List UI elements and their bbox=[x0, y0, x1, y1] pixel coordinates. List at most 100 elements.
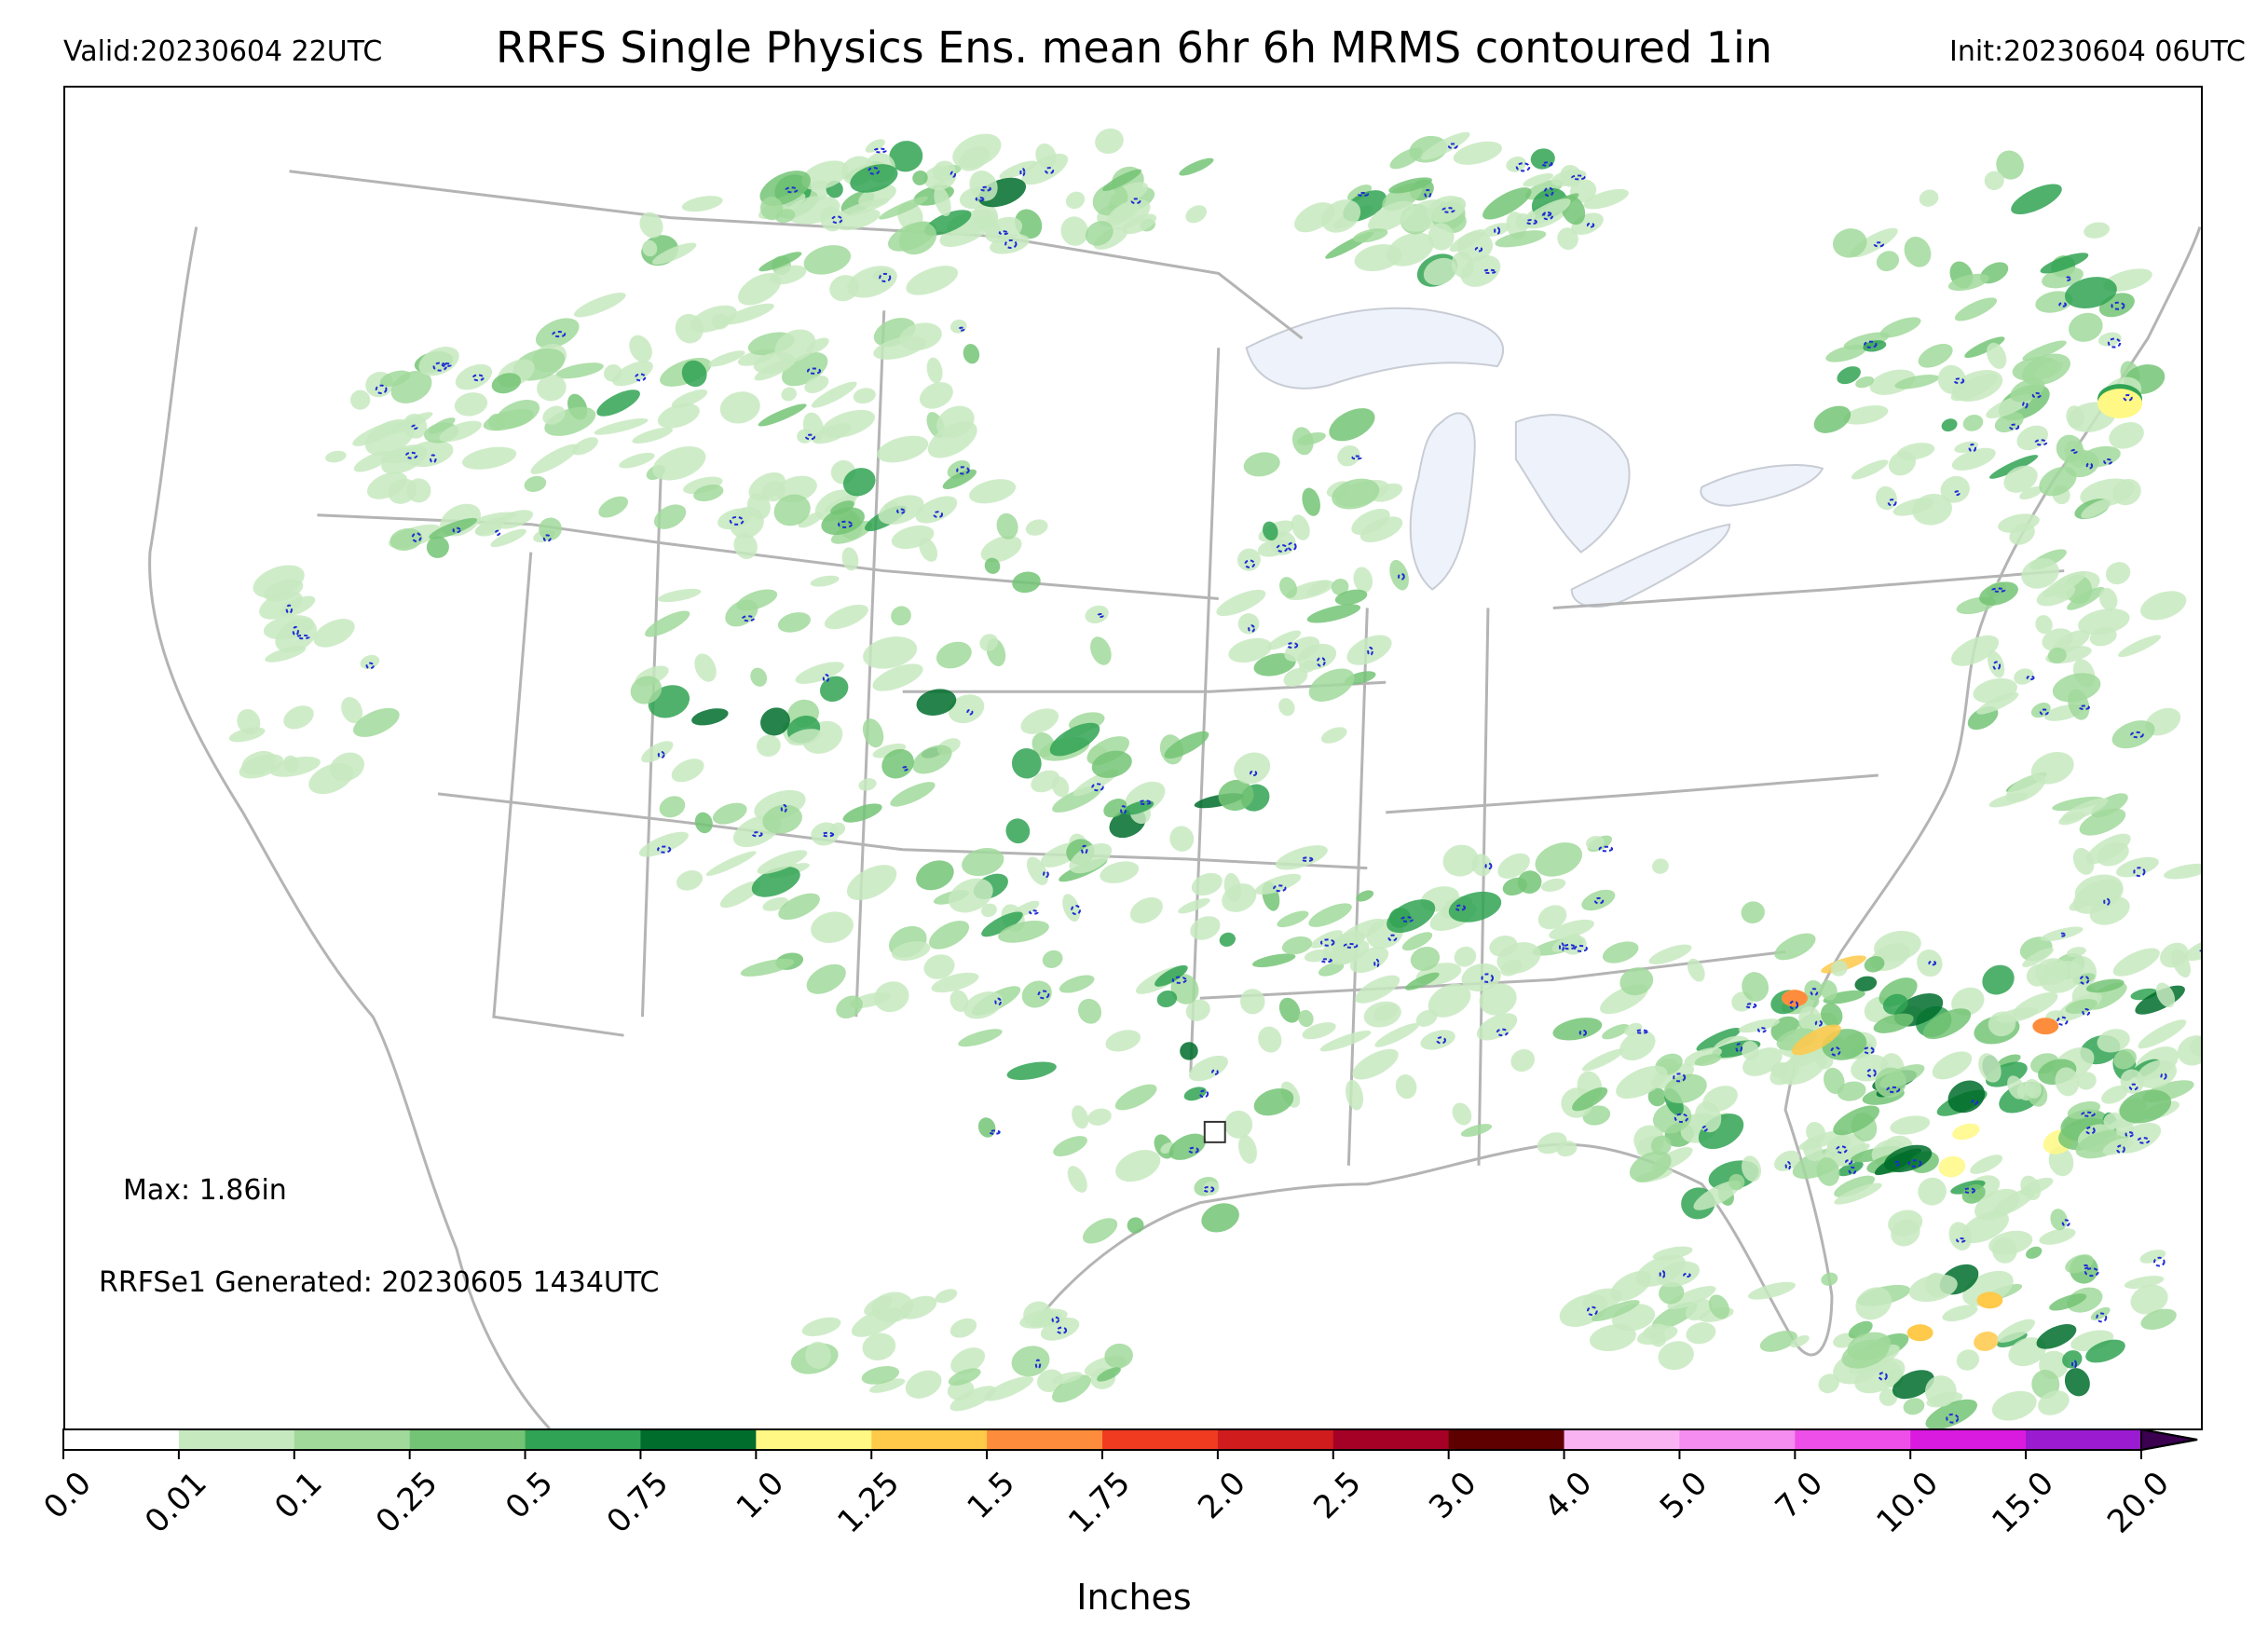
precip-cell bbox=[694, 812, 713, 834]
precip-cell bbox=[1389, 147, 1423, 170]
precip-cell bbox=[950, 990, 969, 1012]
mrms-contour bbox=[1541, 212, 1554, 221]
precip-cell bbox=[812, 423, 852, 444]
precip-cell bbox=[1302, 1022, 1336, 1040]
precip-cell bbox=[1283, 668, 1308, 688]
mrms-contour bbox=[441, 362, 452, 368]
mrms-contour bbox=[1946, 1413, 1960, 1424]
precip-cell bbox=[1234, 752, 1271, 785]
precip-cell bbox=[1428, 983, 1471, 1018]
precip-cell bbox=[629, 335, 652, 362]
mrms-contour bbox=[471, 374, 485, 382]
colorbar-tick-label: 0.0 bbox=[36, 1465, 99, 1527]
precip-cell bbox=[1942, 1305, 1978, 1322]
precip-cell bbox=[1918, 344, 1953, 368]
mrms-contour bbox=[1928, 960, 1937, 966]
precip-cell bbox=[418, 347, 459, 376]
precip-cell bbox=[838, 198, 890, 217]
precip-cell bbox=[2184, 938, 2201, 962]
precip-cell bbox=[1065, 191, 1086, 210]
precip-cell bbox=[1388, 177, 1432, 194]
precip-cell bbox=[746, 493, 771, 520]
precip-cell bbox=[1602, 941, 1639, 964]
precip-cell bbox=[711, 313, 730, 330]
precip-cell bbox=[1833, 1105, 1879, 1136]
precip-cell bbox=[1281, 936, 1313, 955]
mrms-contour bbox=[1968, 444, 1977, 453]
precip-core bbox=[2032, 1018, 2059, 1035]
precip-field bbox=[228, 128, 2201, 1428]
colorbar-swatch bbox=[756, 1429, 872, 1450]
precip-cell bbox=[1791, 1024, 1841, 1056]
precip-cell bbox=[1816, 1157, 1840, 1186]
precip-cell bbox=[1802, 1138, 1823, 1162]
mrms-contour bbox=[1171, 976, 1187, 984]
precip-cell bbox=[1164, 731, 1209, 759]
precip-cell bbox=[1401, 932, 1433, 951]
precip-cell bbox=[760, 707, 790, 736]
precip-cell bbox=[1395, 1074, 1417, 1100]
mrms-contour bbox=[1735, 1043, 1743, 1053]
precip-cell bbox=[1251, 953, 1296, 967]
precip-cell bbox=[1095, 128, 1124, 155]
state-line-4 bbox=[640, 468, 663, 1018]
precip-cell bbox=[1837, 366, 1861, 385]
precip-cell bbox=[1648, 944, 1692, 965]
precip-cell bbox=[1855, 376, 1875, 389]
mrms-contour bbox=[989, 1129, 1001, 1135]
mrms-contour bbox=[1886, 1086, 1901, 1094]
precip-cell bbox=[865, 139, 885, 153]
mrms-contour bbox=[975, 197, 985, 202]
mrms-contour bbox=[785, 186, 799, 194]
precip-cell bbox=[863, 636, 918, 669]
precip-cell bbox=[1476, 1013, 1518, 1041]
mrms-contour bbox=[1954, 490, 1961, 497]
mrms-contour bbox=[1789, 1000, 1799, 1010]
precip-cell bbox=[2074, 874, 2124, 907]
precip-cell bbox=[916, 689, 957, 716]
precip-cell bbox=[1021, 980, 1052, 1008]
precip-cell bbox=[948, 694, 985, 724]
precip-cell bbox=[872, 743, 907, 758]
precip-cell bbox=[774, 329, 816, 362]
precip-cell bbox=[352, 420, 403, 446]
precip-cell bbox=[1180, 1042, 1198, 1060]
precip-cell bbox=[1334, 589, 1368, 606]
precip-cell bbox=[1619, 1031, 1656, 1060]
precip-cell bbox=[1843, 332, 1890, 350]
precip-cell bbox=[889, 141, 923, 172]
mrms-contour bbox=[2085, 462, 2094, 470]
colorbar-swatch bbox=[1448, 1429, 1565, 1450]
precip-cell bbox=[2036, 1324, 2077, 1349]
precip-cell bbox=[801, 1317, 841, 1337]
precip-cell bbox=[1015, 209, 1043, 239]
precip-cell bbox=[2137, 1059, 2178, 1088]
precip-cell bbox=[1237, 613, 1260, 635]
precip-cell bbox=[829, 275, 859, 302]
precip-cell bbox=[1806, 1122, 1826, 1144]
precip-cell bbox=[958, 1029, 1003, 1047]
precip-cell bbox=[879, 196, 929, 220]
precip-cell bbox=[1855, 1287, 1892, 1320]
precip-cell bbox=[1427, 196, 1466, 223]
state-line-2 bbox=[437, 792, 1368, 870]
precip-cell bbox=[1821, 1272, 1838, 1286]
precip-cell bbox=[841, 547, 859, 571]
precip-cell bbox=[2040, 253, 2089, 274]
precip-cell bbox=[1997, 1054, 2021, 1067]
precip-cell bbox=[1236, 548, 1261, 571]
colorbar-tick-label: 3.0 bbox=[1422, 1465, 1484, 1527]
precip-cell bbox=[1321, 199, 1361, 233]
precip-cell bbox=[2111, 720, 2155, 749]
mrms-contour bbox=[657, 750, 665, 759]
precip-cell bbox=[962, 848, 1004, 877]
precip-cell bbox=[642, 239, 658, 257]
precip-cell bbox=[950, 319, 967, 334]
colorbar-tick-label: 1.75 bbox=[1061, 1465, 1138, 1541]
state-line-7 bbox=[1346, 608, 1369, 1166]
mrms-contour bbox=[1971, 1099, 1979, 1105]
precip-cell bbox=[1062, 894, 1081, 922]
precip-cell bbox=[2039, 1228, 2076, 1245]
precip-cell bbox=[1129, 896, 1163, 923]
precip-cell bbox=[1741, 1041, 1759, 1060]
